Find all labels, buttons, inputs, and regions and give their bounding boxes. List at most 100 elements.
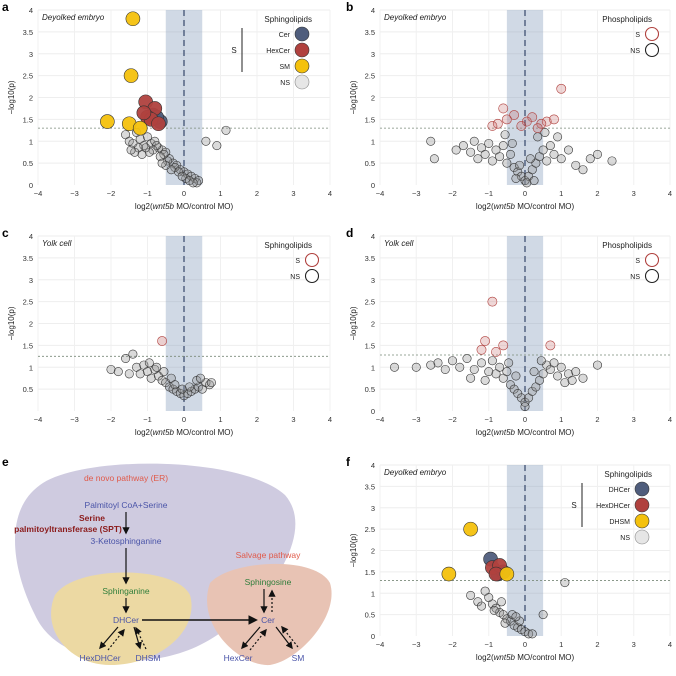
- data-point-ns: [560, 378, 570, 388]
- x-axis-label-part: log2(: [476, 428, 494, 437]
- data-point-ns: [536, 356, 546, 366]
- sample-annotation: Yolk cell: [384, 239, 414, 248]
- data-point-s: [476, 344, 487, 355]
- y-tick-label: 2.5: [365, 525, 375, 534]
- data-point-ns: [455, 362, 465, 372]
- data-point-sm: [125, 11, 141, 27]
- x-tick-label: 3: [632, 640, 636, 649]
- y-axis-label: −log10(p): [349, 80, 358, 114]
- data-point-ns: [567, 375, 577, 385]
- legend-swatch: [294, 58, 310, 74]
- y-axis-label: −log10(p): [7, 80, 16, 114]
- legend-title: Sphingolipids: [604, 470, 652, 479]
- volcano-plot-d: −4 −3 −2 −1 0 1 2 3 4 0 0.5 1 1.5 2 2.5 3 3.5 4 log2(wnt5b…: [344, 226, 676, 451]
- chart-b-svg: −4 −3 −2 −1 0 1 2 3 4 0 0.5 1 1.5 2 2.5 3 3.5 4 log2(wnt5b…: [349, 6, 672, 211]
- sample-annotation: Yolk cell: [42, 239, 72, 248]
- legend-label: S: [635, 258, 640, 265]
- data-point-ns: [469, 364, 479, 374]
- data-point-ns: [538, 145, 548, 155]
- data-point-ns: [484, 138, 494, 148]
- data-point-ns: [206, 378, 216, 388]
- de-novo-title: de novo pathway (ER): [84, 473, 168, 483]
- data-point-s: [498, 103, 509, 114]
- data-point-ns: [484, 367, 494, 377]
- x-axis-label: log2(wnt5b MO/control MO): [476, 428, 575, 437]
- x-axis-label-part: wnt5b: [153, 202, 175, 211]
- x-tick-label: 1: [559, 189, 563, 198]
- volcano-plot-c: −4 −3 −2 −1 0 1 2 3 4 0.5 1 1.5 2 2.5 3 3.5 4 log2(wnt5b …: [0, 226, 338, 451]
- volcano-plot-f: −4 −3 −2 −1 0 1 2 3 4 0 0.5 1 1.5 2 2.5 3 3.5 4 log2(wnt5b…: [344, 455, 676, 676]
- data-point-sm: [123, 68, 139, 83]
- data-point-ns: [177, 171, 187, 181]
- hexcer: HexCer: [224, 653, 253, 663]
- data-point-ns: [495, 362, 505, 372]
- data-point-ns: [556, 362, 566, 372]
- data-point-ns: [522, 178, 532, 188]
- data-point-ns: [545, 141, 555, 151]
- cer: Cer: [261, 615, 275, 625]
- data-point-ns: [529, 176, 539, 186]
- x-axis-label-part: log2(: [135, 202, 153, 211]
- y-tick-label: 0: [371, 181, 375, 190]
- x-tick-label: 4: [328, 415, 332, 424]
- y-tick-label: 2.5: [23, 72, 33, 81]
- data-point-s: [498, 340, 509, 351]
- y-tick-label: 2.5: [365, 72, 375, 81]
- data-point-ns: [152, 362, 162, 372]
- data-point-ns: [426, 136, 436, 146]
- x-axis-label-part: wnt5b: [494, 428, 516, 437]
- legend-title: Phospholipids: [602, 241, 652, 250]
- data-point-ns: [504, 358, 514, 368]
- data-point-ns: [487, 356, 497, 366]
- x-tick-label: −2: [107, 415, 116, 424]
- x-tick-label: 0: [523, 189, 527, 198]
- data-point-ns: [607, 156, 617, 166]
- legend-swatch: [634, 481, 650, 497]
- data-point-ns: [593, 360, 603, 370]
- x-axis-label-part: MO/control MO): [515, 653, 574, 662]
- x-tick-label: 0: [182, 189, 186, 198]
- x-tick-label: −4: [376, 189, 385, 198]
- y-tick-label: 0: [371, 632, 375, 641]
- legend-title: Sphingolipids: [264, 15, 312, 24]
- x-tick-label: 3: [632, 189, 636, 198]
- data-point-ns: [578, 165, 588, 175]
- data-point-ns: [170, 380, 180, 390]
- pathway-svg: de novo pathway (ER) Palmitoyl CoA+Serin…: [14, 463, 332, 666]
- data-point-ns: [177, 384, 187, 394]
- y-tick-label: 3.5: [23, 254, 33, 263]
- data-point-ns: [571, 160, 581, 170]
- y-tick-label: 4: [29, 232, 33, 241]
- data-point-ns: [585, 154, 595, 164]
- legend-swatch: [634, 513, 650, 529]
- data-point-ns: [221, 125, 231, 135]
- x-tick-label: 2: [595, 640, 599, 649]
- panel-label-d: d: [346, 226, 354, 240]
- data-point-ns: [480, 149, 490, 159]
- y-tick-label: 2: [29, 94, 33, 103]
- data-point-ns: [553, 132, 563, 142]
- data-point-ns: [529, 367, 539, 377]
- volcano-plot-b: −4 −3 −2 −1 0 1 2 3 4 0 0.5 1 1.5 2 2.5 3 3.5 4 log2(wnt5b…: [344, 0, 676, 225]
- data-point-ns: [556, 154, 566, 164]
- ketosphinganine: 3-Ketosphinganine: [91, 536, 162, 546]
- legend-group-label: S: [571, 501, 576, 510]
- y-tick-label: 4: [371, 232, 375, 241]
- arrow-hexdhcer-to-dhcer: [107, 628, 125, 651]
- legend-label: DHCer: [609, 487, 631, 494]
- sm: SM: [292, 653, 305, 663]
- data-point-ns: [124, 369, 134, 379]
- x-tick-label: −1: [484, 415, 493, 424]
- x-tick-label: −4: [376, 415, 385, 424]
- y-tick-label: 0.5: [23, 159, 33, 168]
- hexdhcer: HexDHCer: [79, 653, 120, 663]
- y-tick-label: 1: [29, 363, 33, 372]
- y-tick-label: 3: [371, 276, 375, 285]
- chart-c-svg: −4 −3 −2 −1 0 1 2 3 4 0.5 1 1.5 2 2.5 3 3.5 4 log2(wnt5b …: [7, 232, 332, 437]
- data-point-s: [501, 114, 512, 125]
- data-point-s: [492, 118, 503, 129]
- data-point-ns: [477, 601, 487, 611]
- panel-label-b: b: [346, 0, 354, 14]
- panel-label-f: f: [346, 455, 350, 469]
- data-point-ns: [411, 362, 421, 372]
